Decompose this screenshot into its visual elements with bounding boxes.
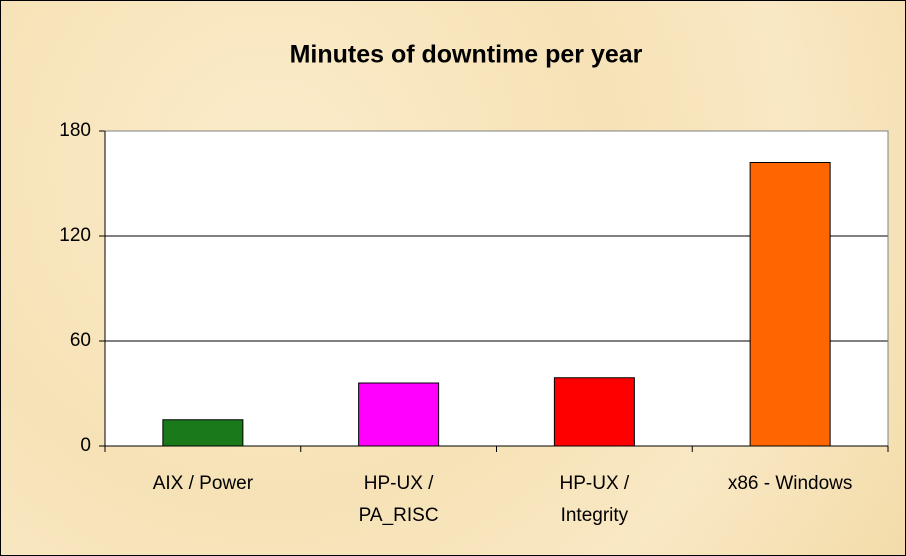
y-tick-label: 180	[59, 120, 91, 141]
bar	[749, 162, 831, 447]
y-tick-label: 120	[59, 225, 91, 246]
bar	[553, 377, 635, 447]
x-tick-label: HP-UX / Integrity	[559, 473, 630, 526]
bar	[162, 419, 244, 447]
bar	[358, 382, 440, 447]
x-tick-label: AIX / Power	[152, 473, 254, 494]
y-tick-label: 0	[80, 435, 91, 456]
y-tick-label: 60	[70, 330, 91, 351]
x-tick-label: x86 - Windows	[727, 473, 853, 494]
chart-title: Minutes of downtime per year	[290, 41, 643, 69]
x-tick-label: HP-UX / PA_RISC	[358, 473, 439, 526]
